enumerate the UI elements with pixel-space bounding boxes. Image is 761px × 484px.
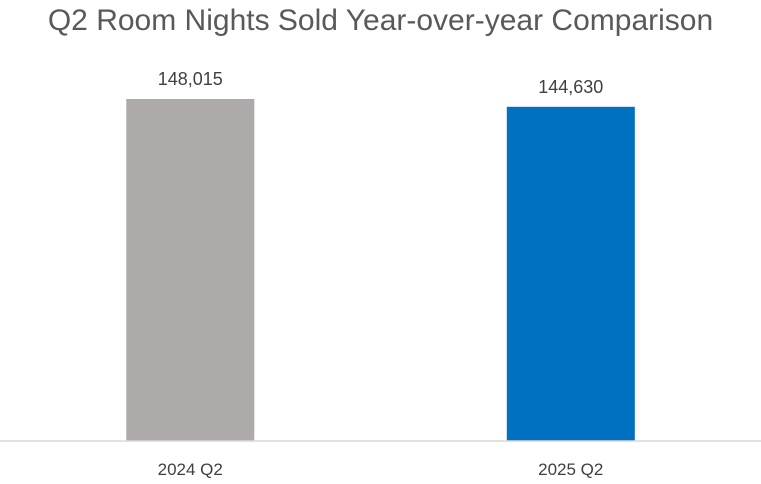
bar-2025-q2 bbox=[506, 106, 635, 442]
chart-title: Q2 Room Nights Sold Year-over-year Compa… bbox=[47, 4, 714, 37]
bar-2024-q2 bbox=[126, 99, 255, 441]
data-label: 144,630 bbox=[538, 77, 603, 97]
x-tick-label: 2024 Q2 bbox=[158, 460, 223, 479]
x-tick-label: 2025 Q2 bbox=[538, 460, 603, 479]
data-label: 148,015 bbox=[158, 69, 223, 89]
